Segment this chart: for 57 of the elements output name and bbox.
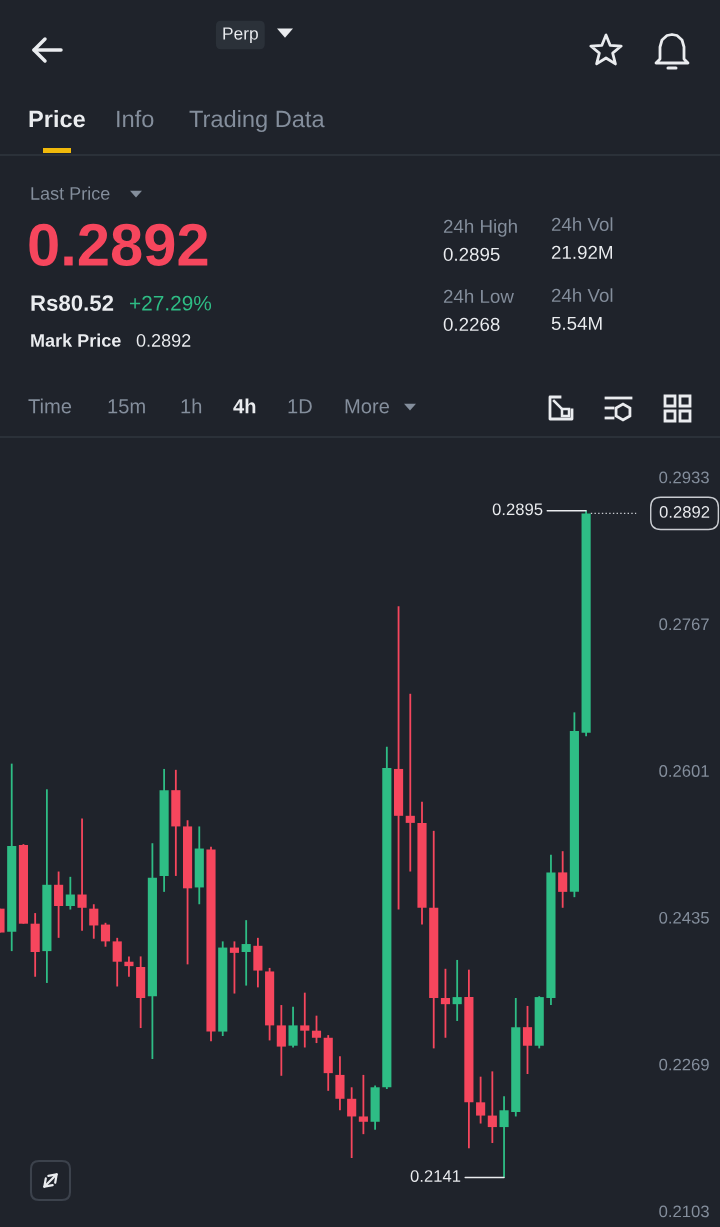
text: 5.54M [551, 316, 602, 331]
candlestick [100, 921, 111, 948]
text: More [345, 399, 389, 414]
text: 24h Vol [551, 288, 613, 303]
text: 0.2892 [29, 223, 208, 267]
candlestick [476, 1075, 486, 1125]
text: +27.29% [130, 295, 212, 311]
text: Perp [223, 27, 258, 44]
candlestick [229, 940, 240, 995]
candlestick [300, 991, 310, 1049]
text: Price [29, 110, 85, 128]
candlestick [487, 1070, 497, 1144]
text: Time [28, 398, 72, 414]
candlestick [347, 1086, 357, 1159]
text: Last Price [31, 186, 110, 200]
candlestick [335, 1055, 345, 1112]
text: 0.2268 [443, 317, 500, 332]
candlestick [440, 967, 451, 1039]
y-tick-label: 0.2435 [659, 911, 709, 924]
text: 4h [233, 398, 256, 414]
candlestick [65, 875, 75, 911]
candlestick [89, 903, 99, 940]
annotation: 0.2895 [492, 503, 543, 516]
text: 24h High [443, 219, 517, 237]
y-tick-label: 0.2767 [659, 618, 709, 631]
text: 24h Low [443, 289, 514, 304]
text: Trading Data [189, 110, 325, 133]
annotation: 0.2141 [410, 1170, 461, 1182]
text: Mark Price [31, 333, 121, 347]
candlestick [522, 1005, 533, 1075]
candlestick [452, 959, 462, 1022]
candlestick [54, 870, 64, 939]
y-tick-label: 0.2269 [659, 1058, 709, 1071]
text: 1h [181, 398, 202, 414]
text: 21.92M [551, 245, 612, 260]
candlestick [311, 1014, 322, 1044]
text: 24h Vol [551, 217, 613, 232]
candlestick [276, 1004, 286, 1077]
candlestick [558, 850, 568, 909]
y-tick-label: 0.2601 [659, 765, 709, 777]
candlestick [288, 1005, 298, 1049]
candlestick [112, 936, 122, 988]
text: Rs80.52 [31, 295, 114, 311]
candlestick [405, 692, 415, 873]
y-tick-label: 0.2103 [659, 1205, 709, 1218]
text: 15m [108, 399, 145, 414]
candlestick [77, 817, 87, 932]
candlestick [124, 955, 134, 978]
text: 0.2892 [136, 334, 191, 347]
candlestick [358, 1074, 368, 1136]
candlestick [241, 919, 251, 987]
text: Info [117, 110, 154, 128]
text: 1D [288, 399, 312, 414]
candlestick [499, 1095, 509, 1179]
text: 0.2895 [443, 247, 500, 262]
ref-line-label: 0.2892 [659, 506, 710, 518]
y-tick-label: 0.2933 [659, 471, 709, 484]
